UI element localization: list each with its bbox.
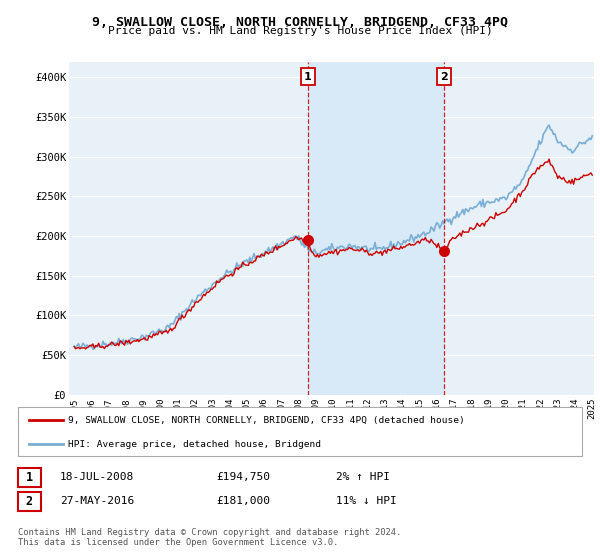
Text: HPI: Average price, detached house, Bridgend: HPI: Average price, detached house, Brid… (68, 440, 321, 449)
Text: Price paid vs. HM Land Registry's House Price Index (HPI): Price paid vs. HM Land Registry's House … (107, 26, 493, 36)
Text: £181,000: £181,000 (216, 496, 270, 506)
Text: 9, SWALLOW CLOSE, NORTH CORNELLY, BRIDGEND, CF33 4PQ (detached house): 9, SWALLOW CLOSE, NORTH CORNELLY, BRIDGE… (68, 416, 464, 425)
Text: 1: 1 (26, 470, 33, 484)
Text: £194,750: £194,750 (216, 472, 270, 482)
Text: Contains HM Land Registry data © Crown copyright and database right 2024.
This d: Contains HM Land Registry data © Crown c… (18, 528, 401, 547)
Text: 9, SWALLOW CLOSE, NORTH CORNELLY, BRIDGEND, CF33 4PQ: 9, SWALLOW CLOSE, NORTH CORNELLY, BRIDGE… (92, 16, 508, 29)
Text: 2% ↑ HPI: 2% ↑ HPI (336, 472, 390, 482)
Text: 2: 2 (26, 494, 33, 508)
Text: 18-JUL-2008: 18-JUL-2008 (60, 472, 134, 482)
Text: 11% ↓ HPI: 11% ↓ HPI (336, 496, 397, 506)
Text: 2: 2 (440, 72, 448, 82)
Bar (308, 62, 444, 395)
Text: 27-MAY-2016: 27-MAY-2016 (60, 496, 134, 506)
Text: 1: 1 (304, 72, 312, 82)
